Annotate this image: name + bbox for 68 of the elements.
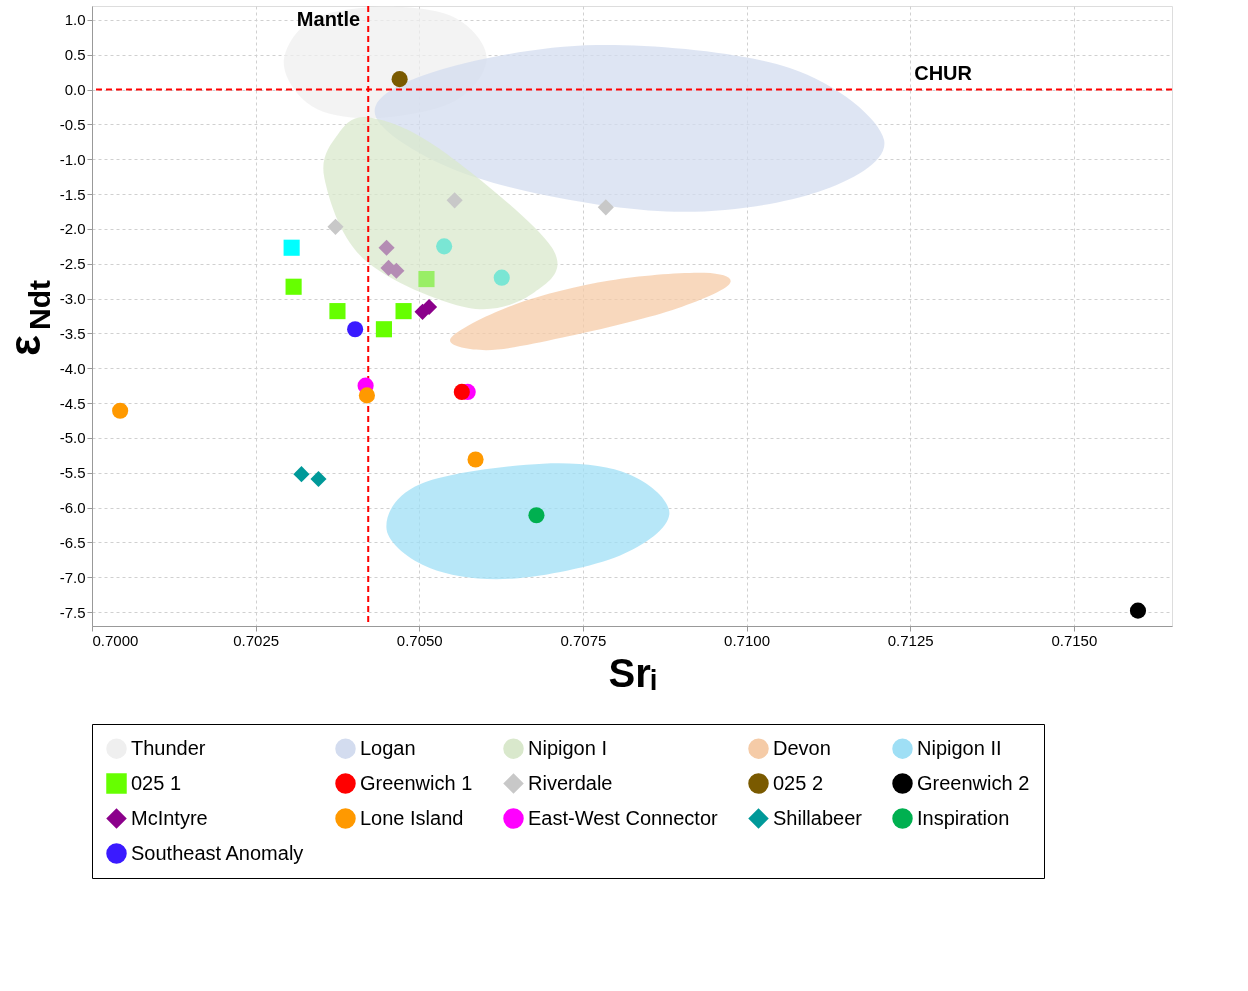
legend-label: Thunder [131, 736, 206, 759]
legend-label: Lone Island [360, 806, 464, 829]
point [1129, 602, 1147, 619]
y-tick-label: -2.5 [59, 255, 86, 273]
point [467, 451, 484, 468]
point [453, 383, 470, 400]
point [327, 218, 344, 235]
y-tick-label: -4.0 [59, 359, 86, 377]
y-tick-label: -6.5 [59, 533, 86, 551]
legend-label: Logan [360, 736, 416, 759]
x-tick-label: 0.7150 [1051, 631, 1098, 649]
ref-line-label: CHUR [914, 61, 973, 84]
y-tick-label: -5.0 [59, 429, 86, 447]
point [293, 466, 310, 483]
legend-label: Nipigon II [917, 736, 1002, 759]
y-tick-label: -5.5 [59, 464, 86, 482]
point [347, 321, 364, 338]
legend-label: Greenwich 1 [360, 771, 473, 794]
y-tick-label: -3.5 [59, 324, 86, 342]
point [528, 507, 545, 524]
y-tick-label: -1.5 [59, 185, 86, 203]
point [358, 387, 375, 404]
point [395, 303, 412, 320]
legend-label: Shillabeer [773, 806, 863, 829]
point [597, 199, 614, 216]
point [285, 278, 302, 295]
point [112, 402, 129, 419]
y-tick-label: -2.0 [59, 220, 86, 238]
y-tick-label: -3.0 [59, 290, 86, 308]
point [421, 298, 438, 316]
x-tick-label: 0.7125 [887, 631, 934, 649]
legend-label: Devon [773, 736, 831, 759]
legend-label: Greenwich 2 [917, 771, 1030, 794]
point [378, 239, 395, 256]
legend-label: Riverdale [528, 771, 613, 794]
y-tick-label: -7.5 [59, 603, 86, 621]
legend-label: Nipigon I [528, 736, 607, 759]
y-tick-label: 0.5 [64, 46, 86, 64]
y-tick-label: -1.0 [59, 150, 86, 168]
point [283, 239, 300, 256]
y-tick-label: 1.0 [64, 11, 86, 29]
point [446, 192, 463, 209]
legend-label: Southeast Anomaly [131, 841, 304, 864]
point [418, 271, 435, 288]
x-tick-label: 0.7100 [724, 631, 770, 649]
legend-label: McIntyre [131, 806, 208, 829]
y-tick-label: -6.0 [59, 499, 86, 517]
y-tick-label: 0.0 [64, 81, 86, 99]
point [493, 269, 510, 286]
x-tick-label: 0.7075 [560, 631, 607, 649]
ref-line-label: Mantle [296, 8, 361, 30]
y-tick-label: -0.5 [59, 115, 86, 133]
legend-label: 025 1 [131, 771, 182, 794]
point [436, 238, 453, 255]
y-axis-title: εNdt [0, 280, 56, 356]
x-tick-label: 0.7000 [92, 631, 139, 649]
x-tick-label: 0.7050 [396, 631, 443, 649]
legend-label: 025 2 [773, 771, 824, 794]
x-tick-label: 0.7025 [233, 631, 280, 649]
legend-label: Inspiration [917, 806, 1010, 829]
y-tick-label: -7.0 [59, 568, 86, 586]
x-axis-title: Srᵢ [608, 650, 657, 695]
y-tick-label: -4.5 [59, 394, 86, 412]
legend-label: East-West Connector [528, 806, 719, 829]
point [391, 71, 408, 88]
point [310, 470, 327, 488]
point [375, 321, 392, 338]
point [329, 303, 346, 320]
